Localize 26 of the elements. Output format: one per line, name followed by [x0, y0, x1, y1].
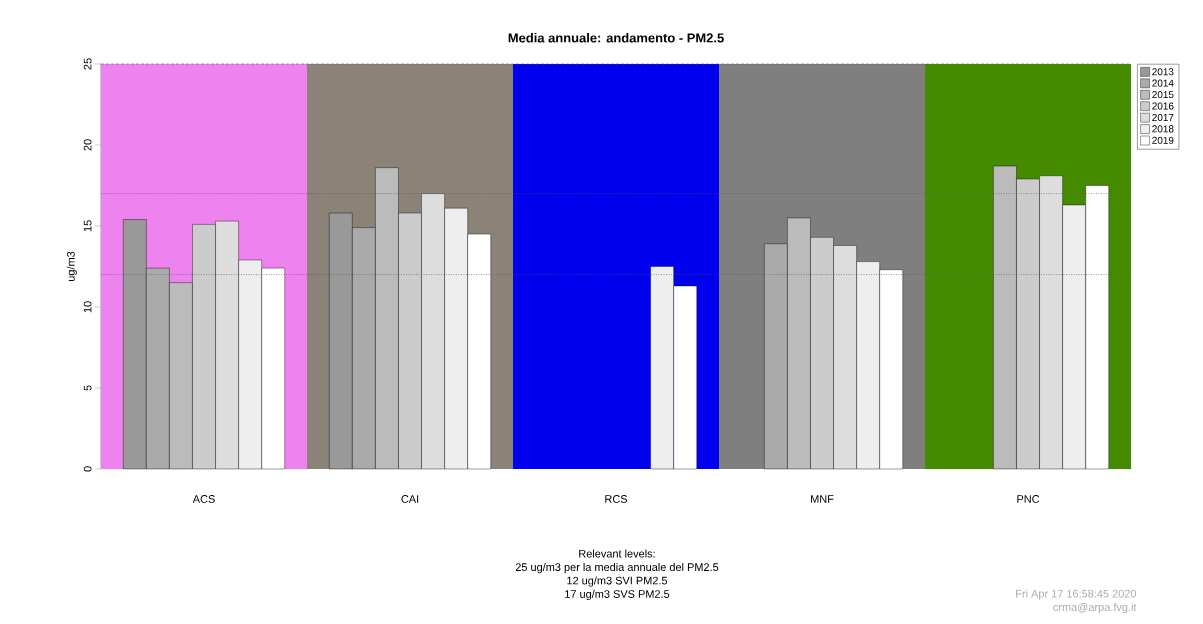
y-axis-title: ug/m3: [66, 251, 77, 281]
chart-title: Media annuale: andamento - PM2.5: [508, 32, 724, 43]
x-tick-label: ACS: [192, 495, 215, 503]
text: 17 ug/m3 SVS PM2.5: [565, 589, 670, 601]
legend-label: 2017: [1152, 113, 1174, 121]
text: 25 ug/m3 per la media annuale del PM2.5: [515, 562, 719, 574]
legend-label: 2015: [1152, 91, 1174, 99]
x-tick-label: RCS: [605, 495, 628, 503]
x-tick-label: CAI: [401, 495, 419, 503]
legend-label: 2018: [1152, 125, 1174, 133]
x-tick-label: PNC: [1017, 495, 1040, 503]
y-tick-label: 5: [83, 385, 92, 391]
y-tick-label: 25: [83, 58, 92, 70]
text: Relevant levels:: [579, 549, 655, 558]
y-tick-label: 15: [83, 220, 92, 232]
text: Fri Apr 17 16:58:45 2020: [1016, 589, 1137, 600]
y-tick-label: 20: [83, 139, 92, 151]
legend-label: 2019: [1152, 136, 1174, 144]
x-tick-label: MNF: [811, 495, 834, 503]
text: 12 ug/m3 SVI PM2.5: [567, 576, 668, 587]
y-tick-label: 10: [83, 301, 92, 313]
text: crma@arpa.fvg.it: [1053, 602, 1137, 614]
legend-label: 2016: [1152, 102, 1174, 110]
y-tick-label: 0: [83, 466, 92, 472]
legend-label: 2013: [1152, 68, 1174, 76]
legend-label: 2014: [1152, 79, 1174, 87]
